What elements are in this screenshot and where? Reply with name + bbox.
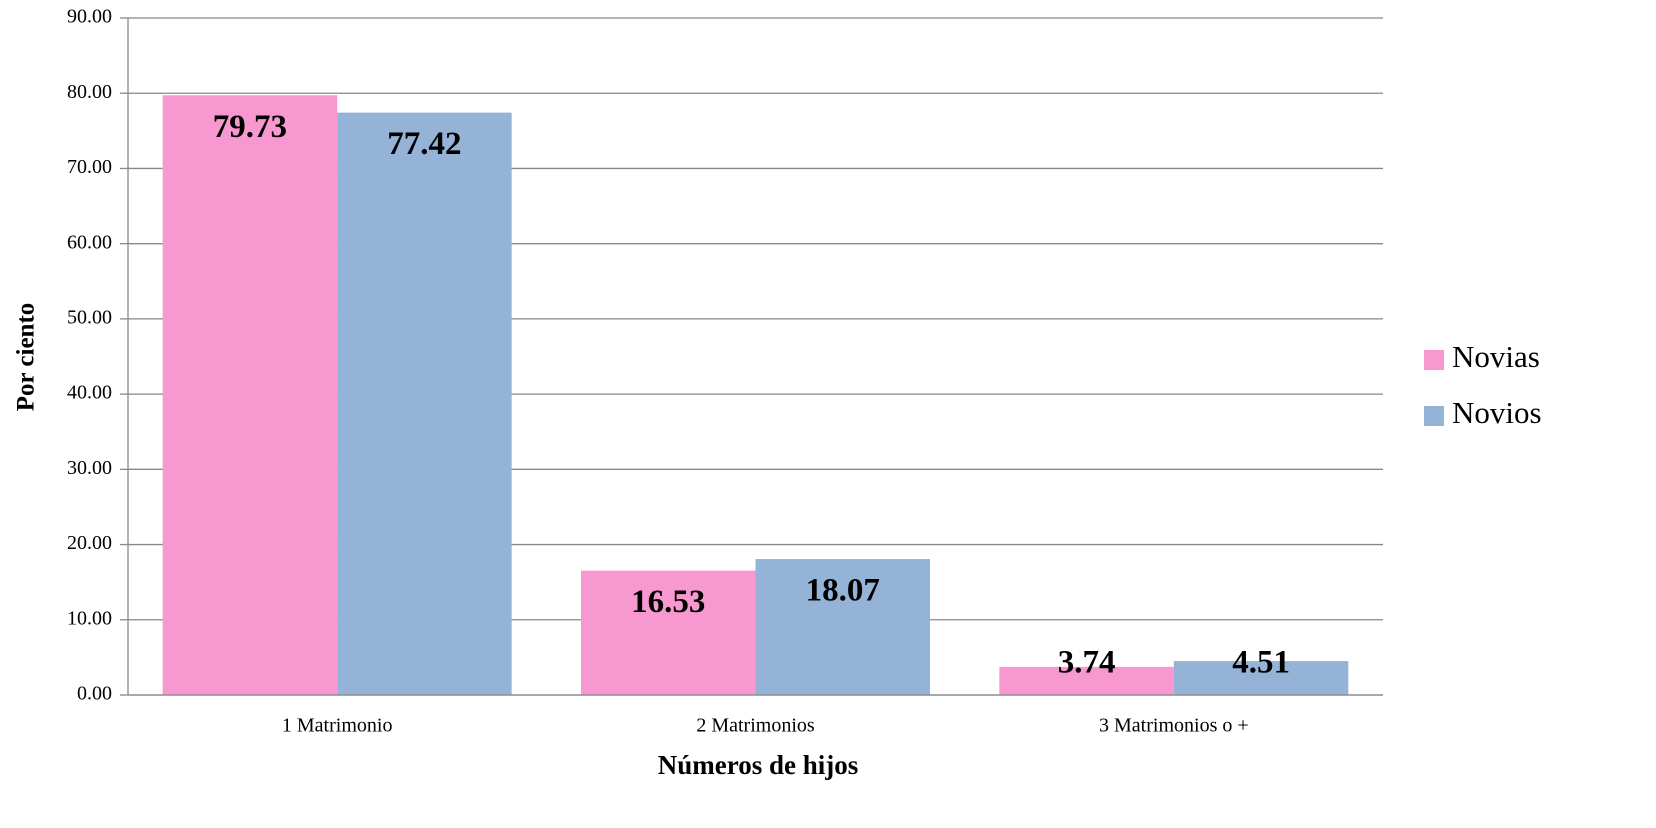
y-tick-label: 20.00 <box>67 532 112 554</box>
y-tick-label: 90.00 <box>67 6 112 28</box>
x-tick-label: 3 Matrimonios o + <box>1099 715 1249 737</box>
bar <box>755 559 930 695</box>
y-tick-label: 40.00 <box>67 382 112 404</box>
bar <box>999 666 1174 695</box>
legend-label: Novias <box>1452 339 1540 374</box>
bar <box>162 95 338 695</box>
x-axis-title: Números de hijos <box>658 750 859 780</box>
bar <box>1173 661 1349 695</box>
y-tick-label: 50.00 <box>67 306 112 328</box>
data-label: 18.07 <box>806 573 880 609</box>
data-label: 4.51 <box>1232 645 1290 681</box>
x-tick-label: 1 Matrimonio <box>282 715 393 737</box>
bar <box>581 570 756 695</box>
y-tick-label: 0.00 <box>77 683 112 705</box>
data-label: 79.73 <box>213 109 287 145</box>
y-tick-label: 60.00 <box>67 231 112 253</box>
y-axis-title: Por ciento <box>13 303 40 412</box>
x-tick-label: 2 Matrimonios <box>696 715 815 737</box>
y-tick-label: 80.00 <box>67 81 112 103</box>
data-label: 16.53 <box>631 584 705 620</box>
legend-swatch <box>1424 406 1444 426</box>
data-label: 3.74 <box>1058 645 1116 681</box>
data-label: 77.42 <box>387 126 461 162</box>
y-tick-label: 30.00 <box>67 457 112 479</box>
bar <box>337 112 512 695</box>
legend-swatch <box>1424 350 1444 370</box>
legend-label: Novios <box>1452 395 1542 430</box>
y-tick-label: 70.00 <box>67 156 112 178</box>
y-tick-label: 10.00 <box>67 607 112 629</box>
